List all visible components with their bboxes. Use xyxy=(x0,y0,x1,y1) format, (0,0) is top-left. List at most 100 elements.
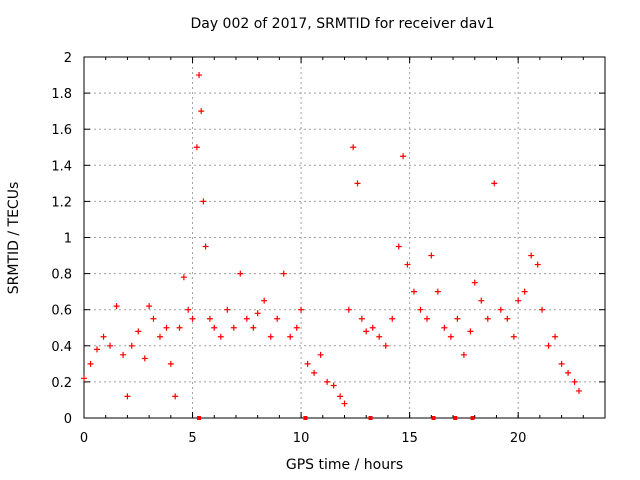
data-point xyxy=(243,315,250,322)
data-point xyxy=(454,315,461,322)
data-point xyxy=(358,315,365,322)
data-point xyxy=(211,324,218,331)
y-tick-label: 1.2 xyxy=(51,195,72,210)
data-point xyxy=(534,261,541,268)
data-point xyxy=(539,306,546,313)
baseline-mark xyxy=(470,416,475,420)
y-tick-label: 1.8 xyxy=(51,87,72,102)
y-tick-label: 0.8 xyxy=(51,268,72,283)
data-point xyxy=(193,144,200,151)
data-point xyxy=(87,360,94,367)
data-point xyxy=(120,351,127,358)
data-point xyxy=(510,333,517,340)
data-point xyxy=(345,306,352,313)
data-point xyxy=(206,315,213,322)
y-tick-label: 0.2 xyxy=(51,376,72,391)
data-point xyxy=(146,303,153,310)
data-point xyxy=(176,324,183,331)
y-tick-label: 1 xyxy=(64,232,72,247)
y-tick-label: 0 xyxy=(64,412,72,427)
data-point xyxy=(423,315,430,322)
data-point xyxy=(298,306,305,313)
y-tick-label: 0.6 xyxy=(51,304,72,319)
data-point xyxy=(156,333,163,340)
data-point xyxy=(230,324,237,331)
data-point xyxy=(558,360,565,367)
chart-title: Day 002 of 2017, SRMTID for receiver dav… xyxy=(190,16,495,32)
data-point xyxy=(141,355,148,362)
data-point xyxy=(434,288,441,295)
x-tick-label: 10 xyxy=(293,431,310,446)
data-point xyxy=(417,306,424,313)
data-point xyxy=(261,297,268,304)
data-point xyxy=(180,274,187,281)
baseline-mark xyxy=(197,416,202,420)
data-point xyxy=(552,333,559,340)
data-point xyxy=(545,342,552,349)
data-point xyxy=(354,180,361,187)
data-point xyxy=(341,400,348,407)
data-point xyxy=(317,351,324,358)
data-point xyxy=(250,324,257,331)
data-point xyxy=(447,333,454,340)
data-point xyxy=(167,360,174,367)
data-point xyxy=(172,393,179,400)
data-point xyxy=(337,393,344,400)
data-point xyxy=(135,328,142,335)
x-axis-label: GPS time / hours xyxy=(285,457,404,473)
data-point xyxy=(565,369,572,376)
data-point xyxy=(200,198,207,205)
data-point xyxy=(163,324,170,331)
data-point xyxy=(575,387,582,394)
data-point xyxy=(254,310,261,317)
data-point xyxy=(324,378,331,385)
data-point xyxy=(400,153,407,160)
data-point xyxy=(363,328,370,335)
data-point xyxy=(217,333,224,340)
data-point xyxy=(404,261,411,268)
y-axis-label: SRMTID / TECUs xyxy=(6,181,22,295)
data-point xyxy=(124,393,131,400)
data-point xyxy=(330,382,337,389)
data-point xyxy=(460,351,467,358)
data-point xyxy=(484,315,491,322)
data-point xyxy=(150,315,157,322)
baseline-mark xyxy=(453,416,458,420)
data-point xyxy=(100,333,107,340)
baseline-mark xyxy=(303,416,308,420)
data-point xyxy=(478,297,485,304)
data-point xyxy=(571,378,578,385)
data-point xyxy=(471,279,478,286)
data-point xyxy=(293,324,300,331)
x-tick-label: 0 xyxy=(80,431,88,446)
data-point xyxy=(515,297,522,304)
y-tick-label: 1.4 xyxy=(51,159,72,174)
data-point xyxy=(224,306,231,313)
baseline-mark xyxy=(431,416,436,420)
data-point xyxy=(497,306,504,313)
data-point xyxy=(350,144,357,151)
data-point xyxy=(198,108,205,115)
data-point xyxy=(376,333,383,340)
data-point xyxy=(304,360,311,367)
data-point xyxy=(441,324,448,331)
data-point xyxy=(189,315,196,322)
data-point xyxy=(389,315,396,322)
data-point xyxy=(128,342,135,349)
data-point xyxy=(94,346,101,353)
data-point xyxy=(81,375,87,382)
x-tick-label: 15 xyxy=(401,431,418,446)
baseline-mark xyxy=(368,416,373,420)
data-point xyxy=(113,303,120,310)
x-tick-label: 5 xyxy=(188,431,196,446)
y-tick-label: 1.6 xyxy=(51,123,72,138)
data-point xyxy=(237,270,244,277)
data-point xyxy=(491,180,498,187)
data-point xyxy=(311,369,318,376)
data-point xyxy=(287,333,294,340)
data-point xyxy=(280,270,287,277)
data-point xyxy=(504,315,511,322)
data-point xyxy=(382,342,389,349)
y-tick-label: 0.4 xyxy=(51,340,72,355)
data-point xyxy=(369,324,376,331)
